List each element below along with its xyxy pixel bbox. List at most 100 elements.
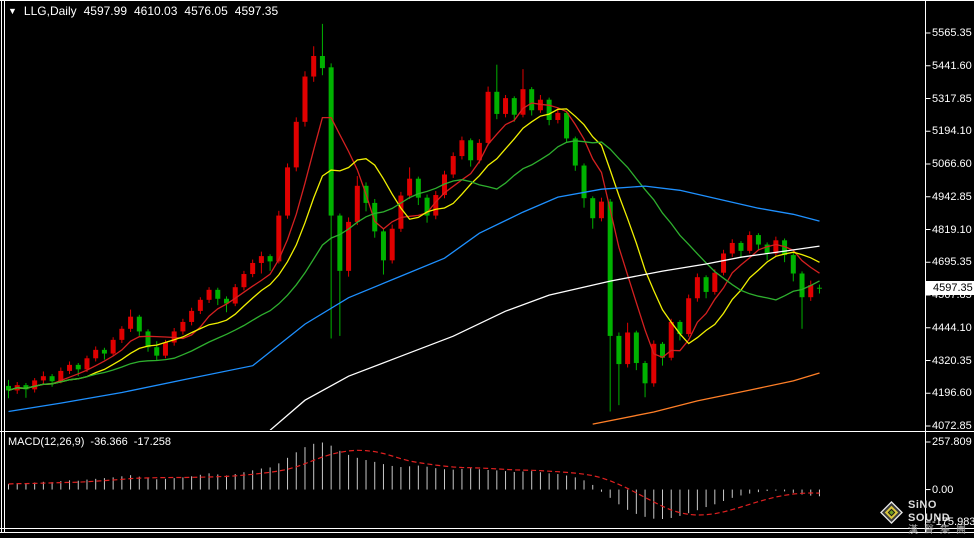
candle-body — [703, 277, 709, 292]
candle-body — [145, 331, 151, 348]
candle-body — [459, 140, 465, 157]
candle-body — [241, 274, 247, 288]
price-axis-label: 5066.60 — [932, 158, 972, 170]
ma-orange — [592, 372, 820, 425]
macd-signal-line — [8, 449, 820, 516]
candle-body — [520, 89, 526, 115]
macd-indicator-label: MACD(12,26,9) -36.366 -17.258 — [8, 436, 171, 448]
candle-body — [546, 99, 552, 120]
price-axis-label: 5317.85 — [932, 92, 972, 105]
candle-body — [328, 67, 334, 216]
price-axis-label: 5565.35 — [932, 27, 972, 39]
ma-fast-red — [8, 102, 820, 392]
candle-body — [808, 285, 814, 298]
candle-body — [511, 98, 517, 115]
candle-body — [337, 215, 343, 271]
candle-body — [372, 202, 378, 232]
sino-sound-logo-icon — [880, 501, 903, 524]
candle-body — [660, 343, 665, 358]
candle-body — [537, 99, 543, 111]
candle-body — [773, 240, 779, 254]
candle-body — [389, 228, 395, 261]
candle-body — [503, 98, 509, 114]
candle-body — [799, 273, 805, 298]
candle-body — [424, 197, 430, 216]
macd-main-value: -36.366 — [90, 436, 128, 448]
candle-body — [485, 91, 491, 143]
current-price-badge: 4597.35 — [926, 281, 974, 295]
candle-body — [625, 332, 631, 365]
candle-body — [616, 335, 622, 365]
price-axis-label: 4444.10 — [932, 321, 972, 334]
candle-body — [354, 185, 360, 222]
ma-blue — [8, 185, 820, 413]
candle-body — [747, 235, 753, 251]
price-axis-label: 4942.85 — [932, 190, 972, 203]
candle-body — [415, 178, 421, 198]
candle-body — [790, 255, 796, 274]
candle-body — [346, 221, 352, 271]
broker-watermark: SiNO SOUND 漢聲集團 — [880, 499, 974, 537]
candle-body — [581, 165, 587, 199]
candle-body — [668, 321, 674, 358]
candle-body — [267, 256, 273, 262]
ma-mid-yellow — [8, 108, 820, 392]
candle-body — [721, 253, 727, 273]
candle-body — [494, 91, 500, 114]
candle-body — [58, 370, 64, 382]
candle-body — [215, 289, 221, 299]
low-value: 4576.05 — [184, 4, 228, 18]
candle-body — [398, 195, 404, 229]
candle-body — [258, 256, 264, 263]
candle-body — [232, 287, 238, 304]
candle-body — [633, 332, 639, 364]
price-axis-label: 5194.10 — [932, 125, 972, 138]
candle-body — [276, 215, 282, 262]
watermark-brand-text: SiNO SOUND — [907, 499, 951, 524]
candle-body — [84, 358, 90, 370]
macd-signal-value: -17.258 — [133, 436, 172, 448]
candle-body — [476, 142, 482, 161]
candle-body — [197, 299, 203, 311]
candle-body — [738, 242, 744, 251]
high-value: 4610.03 — [134, 4, 178, 18]
candle-body — [450, 156, 456, 175]
macd-axis-label: 257.809 — [932, 436, 972, 448]
candle-body — [686, 298, 692, 335]
candle-body — [468, 140, 474, 161]
macd-axis-label: -175.983 — [932, 516, 974, 528]
watermark-brand-cn-text: 漢聲集團 — [907, 525, 972, 536]
price-axis-label: 5441.60 — [932, 59, 972, 72]
candle-body — [764, 244, 770, 254]
candle-body — [206, 289, 212, 300]
candle-body — [590, 198, 596, 219]
candle-body — [529, 89, 535, 111]
candle-body — [442, 174, 447, 196]
candle-body — [93, 349, 99, 359]
candle-body — [782, 240, 788, 256]
candle-body — [32, 380, 38, 390]
candle-body — [67, 364, 73, 371]
candle-body — [128, 316, 134, 329]
candle-body — [642, 363, 648, 384]
ma-white — [269, 245, 820, 430]
candle-body — [319, 56, 325, 69]
open-value: 4597.99 — [83, 4, 127, 18]
candle-body — [189, 310, 195, 322]
candle-body — [119, 328, 125, 340]
candle-body — [677, 321, 683, 335]
price-axis-label: 4196.60 — [932, 387, 972, 400]
macd-layer — [8, 442, 820, 520]
candle-body — [224, 298, 229, 304]
candle-body — [180, 321, 186, 332]
candle-body — [564, 112, 570, 139]
price-axis-label: 4072.85 — [932, 420, 972, 432]
ma-slow-green — [8, 140, 820, 392]
symbol-dropdown-icon[interactable]: ▼ — [8, 6, 17, 16]
candle-body — [293, 121, 299, 168]
candle-body — [816, 287, 822, 289]
candle-body — [162, 342, 168, 356]
